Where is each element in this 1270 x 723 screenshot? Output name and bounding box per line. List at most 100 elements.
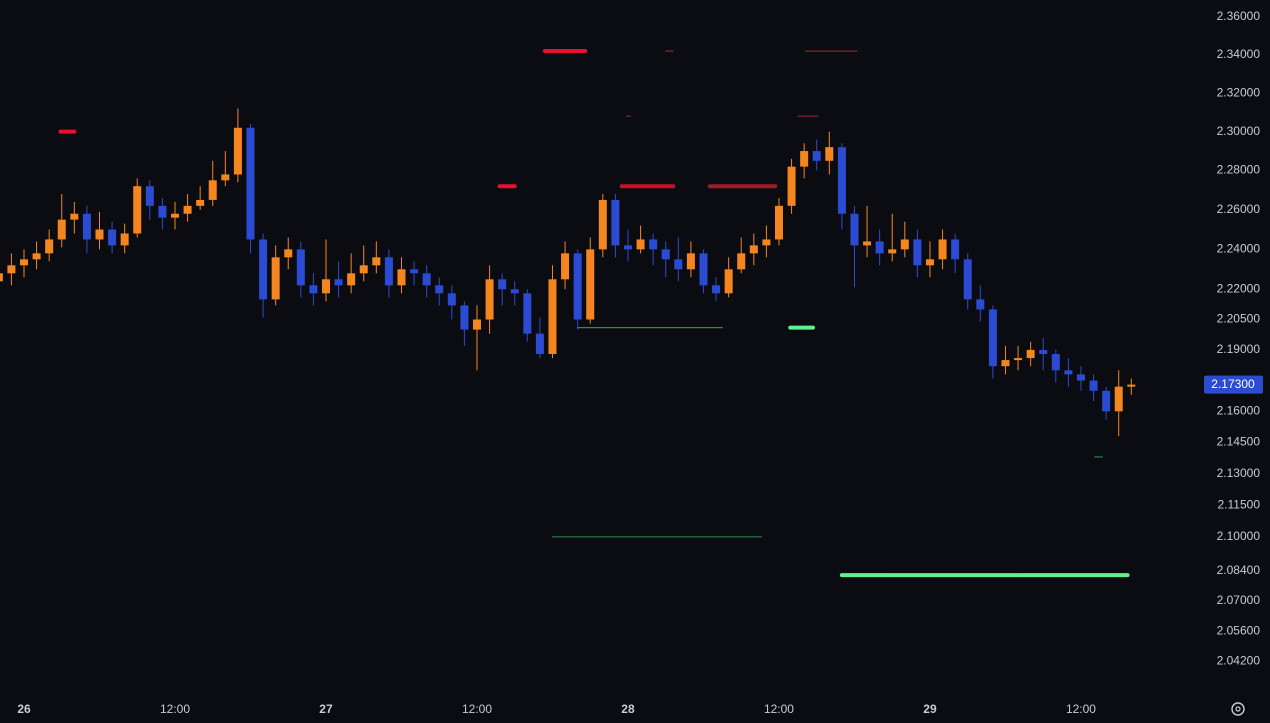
candle-body [460,305,469,330]
y-tick-label: 2.32000 [1217,85,1261,99]
candle-body [57,219,66,240]
candle-body [485,279,494,320]
y-tick-label: 2.10000 [1217,529,1261,543]
candle-body [321,279,330,294]
candle-body [1026,349,1035,359]
candle-body [410,269,419,274]
candle-body [762,239,771,246]
candle-body [397,269,406,286]
candle-body [649,239,658,250]
candle-body [510,289,519,294]
candle-body [447,293,456,306]
candle-body [837,147,846,214]
candle-body [586,249,595,320]
candle-body [888,249,897,254]
y-tick-label: 2.13000 [1217,466,1261,480]
candle-body [963,259,972,300]
levels [58,49,1130,578]
candle-body [523,293,532,334]
candle-body [145,186,154,206]
candle-body [598,199,607,250]
y-tick-label: 2.24000 [1217,242,1261,256]
candle-body [82,213,91,240]
candle-body [561,253,570,280]
candle-body [573,253,582,320]
candle-body [384,257,393,286]
candle-body [800,151,809,167]
candle-body [259,239,268,300]
y-tick-label: 2.04200 [1217,654,1261,668]
candle-body [548,279,557,354]
candle-body [686,253,695,270]
candle-body [158,205,167,218]
candle-body [863,241,872,246]
candle-body [749,245,758,254]
candle-body [208,180,217,200]
candle-body [636,239,645,250]
candle-body [196,199,205,206]
candle-body [45,239,54,254]
candle-body [913,239,922,266]
y-tick-label: 2.05600 [1217,623,1261,637]
candle-body [1051,353,1060,371]
candle-body [850,213,859,246]
candle-body [1014,358,1023,361]
candle-body [472,319,481,330]
candle-body [309,285,318,294]
y-tick-label: 2.34000 [1217,47,1261,61]
candle-body [699,253,708,286]
candle-body [347,273,356,286]
candle-body [296,249,305,286]
candle-body [284,249,293,258]
y-tick-label: 2.16000 [1217,404,1261,418]
candle-body [1076,374,1085,381]
candle-body [20,259,28,266]
candle-body [246,127,255,240]
candle-body [372,257,381,266]
x-tick-label: 12:00 [160,702,190,716]
y-tick-label: 2.30000 [1217,124,1261,138]
x-tick-label: 12:00 [462,702,492,716]
candle-body [875,241,884,254]
y-tick-label: 2.07000 [1217,593,1261,607]
x-tick-label: 29 [923,702,937,716]
candle-body [7,265,16,274]
candle-body [0,273,3,282]
settings-icon[interactable] [1231,702,1245,716]
candle-body [1114,386,1123,412]
candle-body [900,239,909,250]
candle-body [812,151,821,161]
candle-body [183,205,192,214]
settings-icon-center[interactable] [1235,706,1241,712]
candle-body [95,229,104,240]
candle-body [1039,349,1048,354]
candle-body [435,285,444,294]
settings-button[interactable] [1231,702,1245,716]
candle-body [359,265,368,274]
y-tick-label: 2.20500 [1217,312,1261,326]
last-price-label: 2.17300 [1211,377,1255,391]
x-tick-label: 12:00 [1066,702,1096,716]
y-tick-label: 2.11500 [1218,497,1261,511]
candle-body [774,205,783,240]
candle-body [737,253,746,270]
candles [0,108,1136,437]
candle-body [938,239,947,260]
candle-body [976,299,985,310]
candle-body [70,213,79,220]
candle-body [133,186,142,234]
candle-body [32,253,41,260]
y-tick-label: 2.14500 [1217,435,1261,449]
y-tick-label: 2.19000 [1217,342,1261,356]
candle-body [988,309,997,367]
candle-body [233,127,242,175]
candle-body [271,257,280,300]
candle-body [498,279,507,290]
candle-body [674,259,683,270]
candle-body [661,249,670,260]
x-tick-label: 27 [319,702,333,716]
candle-body [221,174,230,181]
last-price-badge [1204,375,1263,394]
